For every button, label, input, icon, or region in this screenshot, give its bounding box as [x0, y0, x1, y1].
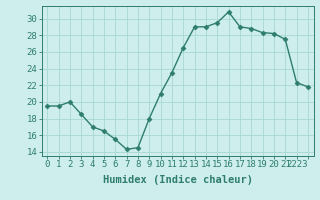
X-axis label: Humidex (Indice chaleur): Humidex (Indice chaleur)	[103, 175, 252, 185]
